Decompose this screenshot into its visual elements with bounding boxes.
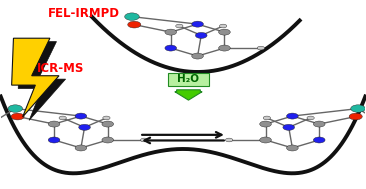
Circle shape [260, 121, 271, 127]
Circle shape [225, 138, 233, 142]
Text: H₂O: H₂O [178, 74, 199, 84]
Circle shape [351, 105, 365, 112]
Circle shape [165, 29, 176, 35]
Circle shape [349, 113, 362, 120]
Circle shape [219, 45, 230, 51]
Circle shape [260, 137, 271, 143]
Circle shape [313, 137, 325, 143]
Circle shape [192, 21, 203, 27]
FancyBboxPatch shape [168, 73, 209, 86]
Circle shape [11, 113, 24, 120]
Circle shape [125, 13, 139, 20]
Circle shape [283, 124, 295, 130]
Circle shape [48, 137, 60, 143]
Circle shape [219, 29, 230, 35]
Circle shape [192, 53, 203, 59]
Circle shape [220, 24, 227, 28]
Circle shape [102, 137, 113, 143]
Circle shape [263, 116, 270, 120]
Circle shape [287, 113, 298, 119]
Circle shape [307, 116, 314, 120]
Text: FEL-IRMPD: FEL-IRMPD [48, 7, 120, 20]
Circle shape [313, 121, 325, 127]
Text: ICR-MS: ICR-MS [37, 62, 85, 75]
Circle shape [102, 121, 113, 127]
Circle shape [75, 113, 87, 119]
Circle shape [287, 145, 298, 151]
Circle shape [48, 121, 60, 127]
Circle shape [165, 45, 176, 51]
Polygon shape [18, 42, 66, 120]
Circle shape [79, 124, 90, 130]
Circle shape [141, 138, 148, 142]
Polygon shape [12, 38, 59, 117]
Circle shape [75, 145, 87, 151]
Circle shape [195, 32, 207, 38]
Circle shape [257, 46, 265, 50]
Circle shape [176, 24, 183, 28]
Circle shape [59, 116, 66, 120]
FancyArrow shape [175, 90, 202, 100]
Circle shape [128, 21, 141, 28]
Circle shape [103, 116, 110, 120]
Circle shape [8, 105, 23, 112]
